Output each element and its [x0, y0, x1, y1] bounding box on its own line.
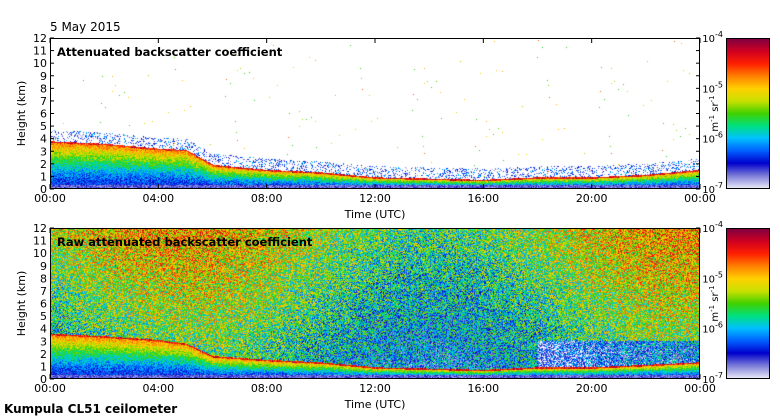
y-tick-label: 5 [40, 310, 47, 323]
tick-exponent: -4 [715, 30, 723, 39]
tick-base: 10 [702, 84, 715, 95]
unit-text: sr [710, 101, 721, 114]
unit-exponent: -1 [708, 285, 716, 292]
unit-exponent: -1 [708, 305, 716, 312]
y-tick-label: 6 [40, 108, 47, 121]
y-tick-label: 10 [33, 247, 47, 260]
tick-exponent: -7 [715, 181, 723, 190]
x-tick-label: 00:00 [34, 192, 66, 205]
tick-base: 10 [702, 375, 715, 386]
unit-text: m [710, 122, 721, 132]
y-tick-label: 7 [40, 95, 47, 108]
x-tick-label: 04:00 [142, 192, 174, 205]
tick-exponent: -4 [715, 220, 723, 229]
x-tick-label: 20:00 [576, 192, 608, 205]
y-tick-label: 11 [33, 45, 47, 58]
x-tick-label: 20:00 [576, 382, 608, 395]
y-axis-label: Height (km) [15, 271, 28, 337]
heatmap-frame: Raw attenuated backscatter coefficient [50, 228, 700, 379]
instrument-label: Kumpula CL51 ceilometer [4, 402, 178, 416]
y-axis-label: Height (km) [15, 81, 28, 147]
unit-exponent: -1 [708, 95, 716, 102]
colorbar-tick-label: 10-4 [702, 220, 723, 235]
colorbar [726, 228, 770, 379]
tick-base: 10 [702, 135, 715, 146]
x-tick-label: 08:00 [251, 192, 283, 205]
x-axis-label: Time (UTC) [344, 398, 406, 411]
y-tick-label: 10 [33, 57, 47, 70]
unit-text: m [710, 312, 721, 322]
y-tick-label: 1 [40, 170, 47, 183]
tick-base: 10 [702, 274, 715, 285]
tick-exponent: -7 [715, 371, 723, 380]
y-tick-label: 1 [40, 360, 47, 373]
x-tick-label: 00:00 [684, 192, 716, 205]
y-tick-label: 4 [40, 133, 47, 146]
date-label: 5 May 2015 [50, 20, 121, 34]
y-tick-label: 5 [40, 120, 47, 133]
y-tick-label: 2 [40, 348, 47, 361]
panel-title: Attenuated backscatter coefficient [57, 45, 283, 59]
colorbar-tick-label: 10-6 [702, 131, 723, 146]
y-tick-label: 2 [40, 158, 47, 171]
y-tick-label: 0 [40, 373, 47, 386]
x-tick-label: 16:00 [467, 382, 499, 395]
y-tick-label: 8 [40, 82, 47, 95]
x-tick-label: 00:00 [34, 382, 66, 395]
colorbar-tick-label: 10-7 [702, 181, 723, 196]
colorbar [726, 38, 770, 189]
panel-title: Raw attenuated backscatter coefficient [57, 235, 313, 249]
x-tick-label: 16:00 [467, 192, 499, 205]
x-tick-label: 12:00 [359, 382, 391, 395]
y-tick-label: 6 [40, 298, 47, 311]
y-tick-label: 11 [33, 235, 47, 248]
colorbar-tick-label: 10-4 [702, 30, 723, 45]
tick-base: 10 [702, 325, 715, 336]
x-tick-label: 08:00 [251, 382, 283, 395]
tick-base: 10 [702, 224, 715, 235]
x-tick-label: 12:00 [359, 192, 391, 205]
y-tick-label: 9 [40, 70, 47, 83]
y-tick-label: 12 [33, 32, 47, 45]
y-tick-label: 9 [40, 260, 47, 273]
y-tick-label: 12 [33, 222, 47, 235]
y-tick-label: 8 [40, 272, 47, 285]
tick-exponent: -5 [715, 270, 723, 279]
heatmap-frame: Attenuated backscatter coefficient [50, 38, 700, 189]
tick-exponent: -5 [715, 80, 723, 89]
tick-base: 10 [702, 185, 715, 196]
tick-exponent: -6 [715, 321, 723, 330]
x-tick-label: 00:00 [684, 382, 716, 395]
colorbar-tick-label: 10-5 [702, 80, 723, 95]
unit-text: sr [710, 291, 721, 304]
y-tick-label: 3 [40, 335, 47, 348]
y-tick-label: 0 [40, 183, 47, 196]
unit-exponent: -1 [708, 115, 716, 122]
x-axis-label: Time (UTC) [344, 208, 406, 221]
colorbar-tick-label: 10-5 [702, 270, 723, 285]
heatmap-image [51, 229, 699, 378]
colorbar-label: m-1 sr-1 [708, 95, 721, 131]
heatmap-image [51, 39, 699, 188]
y-tick-label: 3 [40, 145, 47, 158]
y-tick-label: 7 [40, 285, 47, 298]
colorbar-tick-label: 10-6 [702, 321, 723, 336]
tick-exponent: -6 [715, 131, 723, 140]
colorbar-label: m-1 sr-1 [708, 285, 721, 321]
y-tick-label: 4 [40, 323, 47, 336]
x-tick-label: 04:00 [142, 382, 174, 395]
tick-base: 10 [702, 34, 715, 45]
colorbar-tick-label: 10-7 [702, 371, 723, 386]
